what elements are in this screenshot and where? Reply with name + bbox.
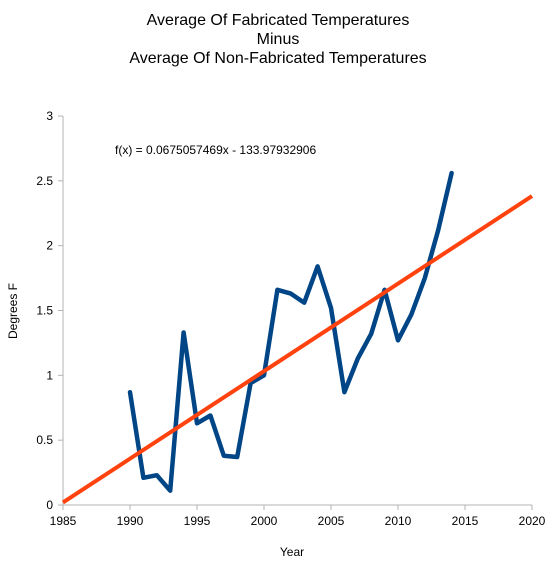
x-ticks: 1985 1990 1995 2000 2005 2010 2015 2020 — [50, 505, 546, 528]
chart-title: Average Of Fabricated Temperatures Minus… — [129, 12, 426, 67]
x-tick-label: 1985 — [50, 514, 77, 528]
trendline-equation: f(x) = 0.0675057469x - 133.97932906 — [115, 143, 316, 157]
y-tick-label: 3 — [46, 109, 53, 123]
x-tick-label: 2000 — [251, 514, 278, 528]
x-tick-label: 2010 — [385, 514, 412, 528]
x-axis-label: Year — [280, 545, 304, 559]
y-tick-label: 1 — [46, 368, 53, 382]
x-tick-label: 1995 — [184, 514, 211, 528]
y-tick-label: 1.5 — [36, 304, 53, 318]
chart-title-line-1: Average Of Fabricated Temperatures — [147, 12, 410, 29]
y-ticks: 0 0.5 1 1.5 2 2.5 3 — [36, 109, 63, 512]
y-tick-label: 2.5 — [36, 174, 53, 188]
x-tick-label: 2005 — [318, 514, 345, 528]
y-tick-label: 0.5 — [36, 433, 53, 447]
chart-title-line-2: Minus — [257, 31, 300, 48]
x-tick-label: 2020 — [519, 514, 546, 528]
y-tick-label: 0 — [46, 498, 53, 512]
x-tick-label: 2015 — [452, 514, 479, 528]
x-tick-label: 1990 — [117, 514, 144, 528]
trendline — [61, 194, 534, 505]
series-line — [127, 170, 454, 493]
chart-title-line-3: Average Of Non-Fabricated Temperatures — [129, 50, 426, 67]
plot-area — [61, 170, 534, 505]
y-tick-label: 2 — [46, 239, 53, 253]
y-axis-label: Degrees F — [6, 283, 20, 339]
